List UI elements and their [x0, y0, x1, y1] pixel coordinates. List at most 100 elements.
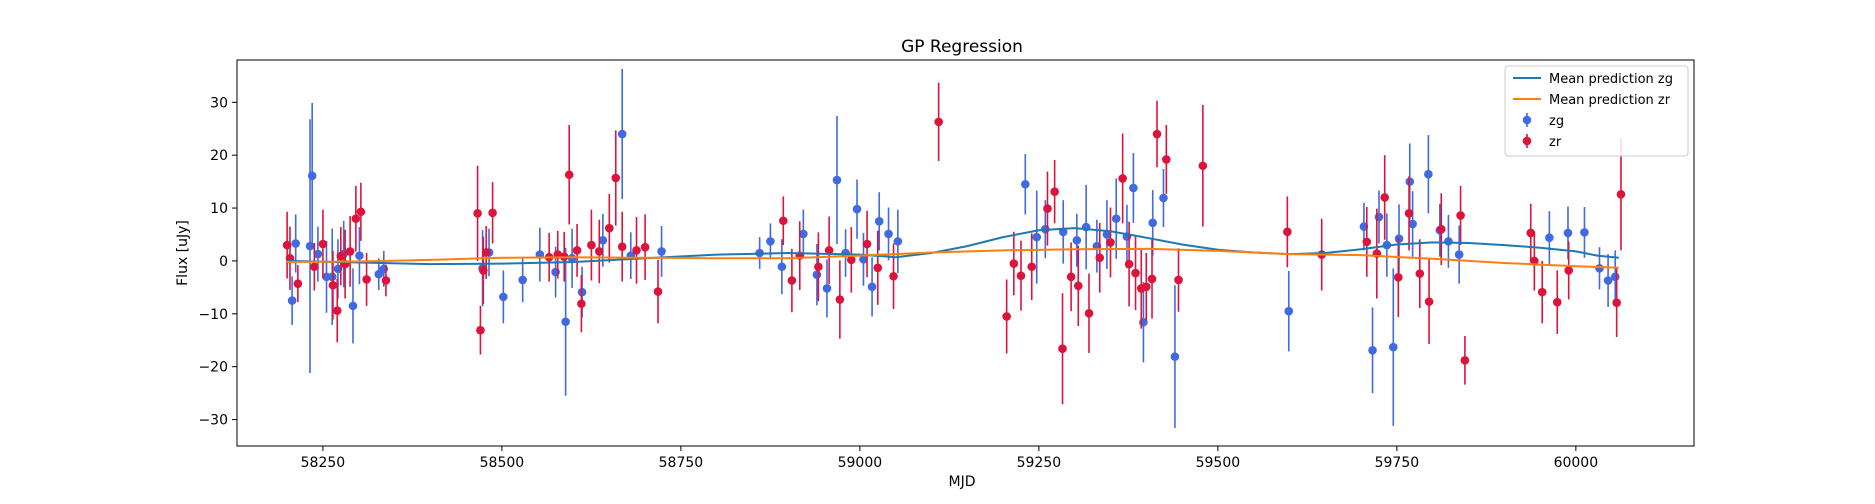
data-point — [657, 247, 666, 256]
data-point — [653, 287, 663, 296]
data-point — [551, 267, 560, 277]
data-point — [884, 229, 893, 239]
data-point — [1616, 190, 1626, 199]
data-point — [381, 276, 391, 285]
data-point — [1283, 227, 1292, 237]
data-point — [348, 301, 358, 311]
legend-label: zg — [1549, 114, 1564, 129]
data-point — [1050, 187, 1059, 196]
data-point — [1118, 174, 1127, 183]
data-point — [812, 270, 822, 279]
data-point — [598, 236, 608, 245]
legend-point-swatch — [1522, 136, 1532, 146]
data-point — [336, 251, 346, 261]
data-point — [1388, 342, 1398, 352]
x-tick-label: 60000 — [1554, 455, 1599, 471]
y-tick-label: −20 — [198, 360, 228, 376]
data-point — [605, 223, 614, 233]
data-point — [1603, 276, 1613, 285]
data-point — [518, 275, 527, 285]
y-tick-label: 10 — [210, 201, 228, 217]
data-point — [476, 325, 485, 335]
data-point — [1374, 212, 1384, 222]
data-point — [1009, 259, 1019, 268]
data-point — [291, 239, 301, 248]
y-axis-label: Flux [uJy] — [175, 220, 191, 286]
x-tick-label: 58250 — [301, 455, 346, 471]
data-point — [1111, 214, 1121, 223]
data-point — [351, 214, 361, 223]
data-point — [499, 292, 508, 302]
data-point — [934, 117, 943, 127]
x-tick-label: 59750 — [1375, 455, 1420, 471]
data-point — [313, 249, 323, 259]
data-point — [1131, 268, 1140, 278]
legend-label: zr — [1549, 135, 1562, 150]
data-point — [867, 282, 877, 292]
data-point — [1102, 230, 1112, 239]
data-point — [356, 207, 366, 217]
data-point — [1362, 237, 1372, 247]
data-point — [1043, 204, 1052, 213]
chart-title: GP Regression — [901, 37, 1023, 57]
data-point — [1563, 228, 1573, 238]
data-point — [1027, 262, 1037, 272]
data-point — [874, 216, 884, 226]
data-point — [799, 229, 808, 239]
data-point — [1530, 256, 1539, 266]
data-point — [1032, 232, 1042, 242]
data-point — [617, 129, 627, 139]
legend-label: Mean prediction zr — [1549, 93, 1671, 108]
plot-frame — [236, 59, 1695, 447]
x-tick-label: 58750 — [659, 455, 704, 471]
data-point — [1159, 193, 1168, 203]
data-point — [561, 317, 570, 327]
x-axis-label: MJD — [949, 474, 976, 490]
data-point — [1444, 237, 1453, 246]
data-point — [1174, 275, 1183, 285]
data-point — [1147, 274, 1157, 284]
data-point — [777, 262, 787, 272]
data-point — [305, 241, 315, 251]
data-point — [1198, 161, 1208, 171]
data-point — [852, 204, 862, 214]
data-point — [1368, 345, 1377, 355]
data-point — [1162, 155, 1171, 164]
data-point — [345, 247, 355, 256]
data-point — [617, 242, 627, 251]
data-point — [1002, 312, 1011, 321]
data-point — [1095, 253, 1105, 263]
data-point — [1106, 238, 1115, 247]
data-point — [1394, 273, 1403, 282]
data-point — [577, 299, 586, 309]
data-point — [567, 253, 577, 263]
data-point — [1124, 259, 1134, 269]
data-point — [1152, 129, 1162, 139]
data-point — [814, 262, 823, 272]
data-point — [1456, 211, 1465, 220]
data-point — [307, 171, 317, 181]
data-point — [787, 276, 797, 285]
data-point — [835, 295, 845, 304]
data-point — [1545, 233, 1554, 242]
x-tick-label: 59500 — [1196, 455, 1241, 471]
data-point — [766, 237, 775, 246]
data-point — [1526, 228, 1536, 238]
data-point — [873, 263, 883, 273]
data-point — [1072, 236, 1082, 245]
data-point — [1424, 297, 1434, 306]
data-point — [1552, 297, 1562, 307]
prediction-lines — [287, 227, 1619, 269]
data-point — [362, 275, 371, 284]
data-point — [310, 262, 319, 272]
data-point — [1460, 356, 1470, 365]
data-point — [1580, 228, 1589, 237]
data-point — [778, 216, 788, 226]
legend-point-swatch — [1522, 115, 1532, 125]
data-point — [822, 284, 832, 293]
data-point — [1129, 183, 1138, 193]
data-point — [1016, 271, 1026, 281]
legend-label: Mean prediction zg — [1549, 72, 1673, 87]
x-axis: 58250 58500 58750 59000 59250 59500 59750 60000 — [301, 446, 1598, 471]
data-point — [1537, 287, 1547, 297]
